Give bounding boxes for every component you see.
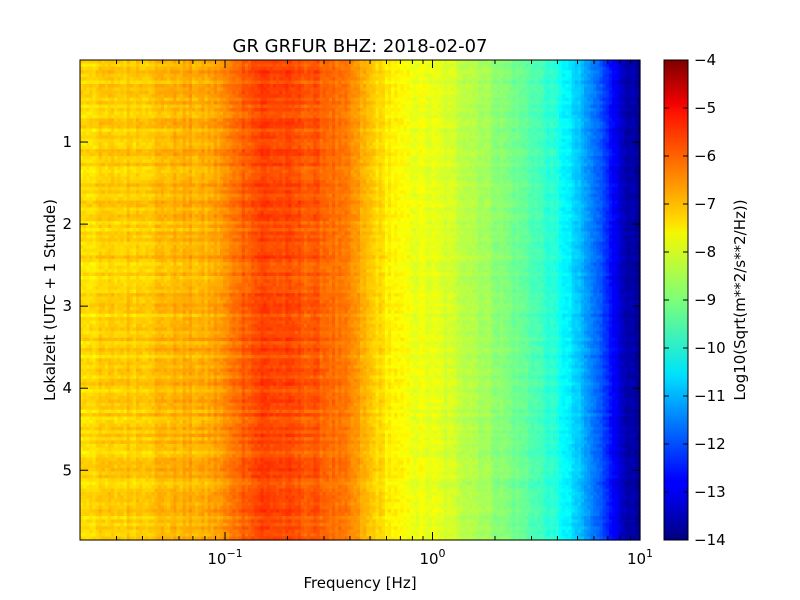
heatmap-cells: [80, 60, 641, 541]
spectrogram-figure: 10−1 100 101 12345 GR GRFUR BHZ: 2018-02-0…: [0, 0, 800, 600]
